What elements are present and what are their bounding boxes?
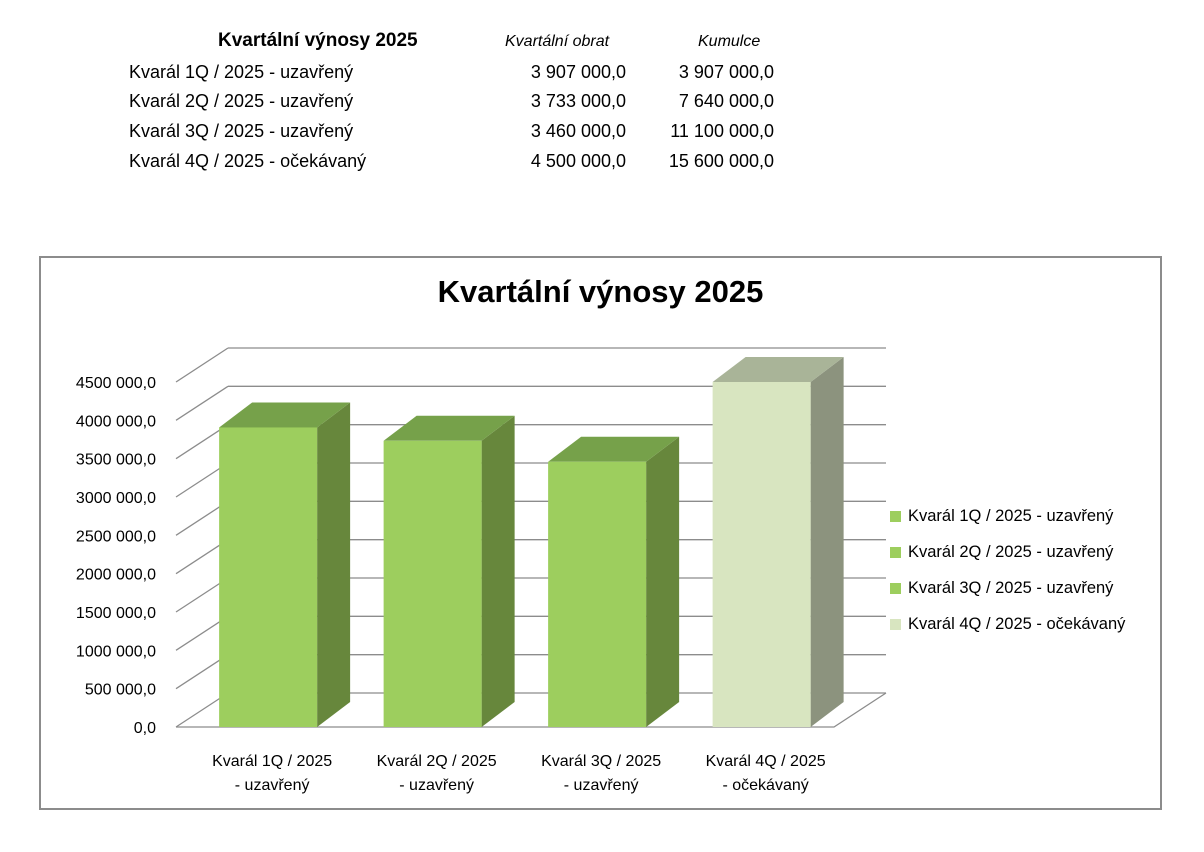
legend-label: Kvarál 3Q / 2025 - uzavřený — [908, 578, 1114, 597]
wall-gridline — [175, 347, 229, 383]
legend-item: Kvarál 1Q / 2025 - uzavřený — [890, 498, 1125, 534]
bar — [219, 427, 318, 727]
legend: Kvarál 1Q / 2025 - uzavřený Kvarál 2Q / … — [890, 498, 1125, 642]
table-cell-obrat: 4 500 000,0 — [530, 151, 626, 171]
legend-swatch — [890, 618, 901, 630]
bar-top — [712, 357, 844, 382]
legend-label: Kvarál 4Q / 2025 - očekávaný — [908, 614, 1126, 633]
table-title: Kvartální výnosy 2025 — [218, 30, 418, 51]
legend-label: Kvarál 2Q / 2025 - uzavřený — [908, 542, 1114, 561]
table-row-label: Kvarál 1Q / 2025 - uzavřený — [129, 62, 354, 82]
table-cell-kumulce: 7 640 000,0 — [678, 91, 774, 111]
x-tick-label: - uzavřený — [399, 777, 474, 794]
legend-swatch — [890, 546, 901, 558]
x-tick-label: - očekávaný — [722, 777, 808, 794]
table-row-label: Kvarál 4Q / 2025 - očekávaný — [129, 151, 367, 171]
bar-top — [548, 436, 680, 462]
table-cell-kumulce: 11 100 000,0 — [670, 121, 774, 141]
legend-item: Kvarál 4Q / 2025 - očekávaný — [890, 606, 1125, 642]
y-tick-label: 500 000,0 — [85, 682, 156, 699]
y-tick-label: 3000 000,0 — [76, 490, 156, 507]
column-header-obrat: Kvartální obrat — [505, 33, 610, 50]
bar — [548, 461, 647, 727]
bar-side — [646, 436, 680, 727]
bar — [383, 440, 482, 727]
wall-gridline — [175, 385, 229, 421]
table-cell-obrat: 3 460 000,0 — [530, 121, 626, 141]
y-tick-label: 2500 000,0 — [76, 528, 156, 545]
bar-top — [383, 415, 515, 441]
y-tick-label: 4000 000,0 — [76, 413, 156, 430]
x-tick-label: Kvarál 1Q / 2025 — [212, 753, 332, 770]
legend-swatch — [890, 510, 901, 522]
bar-side — [810, 357, 844, 727]
bar-side — [317, 402, 351, 727]
legend-label: Kvarál 1Q / 2025 - uzavřený — [908, 506, 1114, 525]
chart-title: Kvartální výnosy 2025 — [437, 274, 764, 309]
x-tick-label: Kvarál 3Q / 2025 — [541, 753, 661, 770]
x-tick-label: Kvarál 2Q / 2025 — [377, 753, 497, 770]
table-row-label: Kvarál 3Q / 2025 - uzavřený — [129, 121, 354, 141]
legend-item: Kvarál 2Q / 2025 - uzavřený — [890, 534, 1125, 570]
column-header-kumulce: Kumulce — [698, 33, 761, 50]
summary-table: Kvartální výnosy 2025 Kvartální obrat Ku… — [0, 0, 1204, 200]
table-cell-obrat: 3 733 000,0 — [530, 91, 626, 111]
legend-swatch — [890, 582, 901, 594]
table-cell-kumulce: 3 907 000,0 — [678, 62, 774, 82]
bar-side — [481, 415, 515, 727]
y-tick-label: 3500 000,0 — [76, 452, 156, 469]
x-tick-label: - uzavřený — [564, 777, 639, 794]
table-cell-kumulce: 15 600 000,0 — [668, 151, 774, 171]
legend-item: Kvarál 3Q / 2025 - uzavřený — [890, 570, 1125, 606]
x-tick-label: - uzavřený — [235, 777, 310, 794]
y-tick-label: 1000 000,0 — [76, 643, 156, 660]
y-tick-label: 1500 000,0 — [76, 605, 156, 622]
bar-top — [219, 402, 351, 428]
plot-area: 0,0 500 000,0 1000 000,0 1500 000,0 2000 000… — [76, 347, 887, 794]
x-tick-label: Kvarál 4Q / 2025 — [706, 753, 826, 770]
table-cell-obrat: 3 907 000,0 — [530, 62, 626, 82]
chart-area: Kvartální výnosy 2025 0,0 500 000,0 1000 0… — [39, 256, 1162, 810]
table-row-label: Kvarál 2Q / 2025 - uzavřený — [129, 91, 354, 111]
bar — [712, 382, 811, 727]
y-tick-label: 0,0 — [134, 720, 156, 737]
y-tick-label: 2000 000,0 — [76, 567, 156, 584]
y-tick-label: 4500 000,0 — [76, 375, 156, 392]
